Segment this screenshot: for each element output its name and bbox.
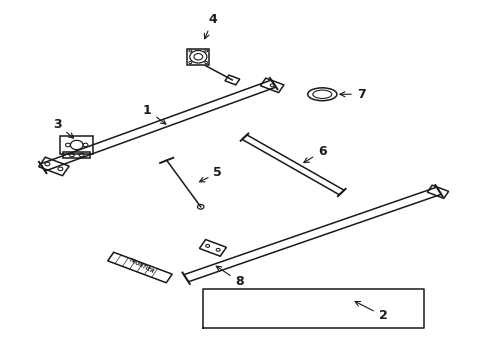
Text: 3: 3 — [53, 118, 74, 138]
Text: 7: 7 — [339, 88, 365, 101]
Text: 1: 1 — [142, 104, 165, 124]
Text: 2: 2 — [354, 301, 386, 322]
Text: FRONTIER: FRONTIER — [129, 258, 156, 275]
Text: 6: 6 — [303, 145, 326, 163]
Text: 8: 8 — [216, 266, 244, 288]
Text: 4: 4 — [204, 13, 217, 39]
Text: 5: 5 — [199, 166, 222, 182]
